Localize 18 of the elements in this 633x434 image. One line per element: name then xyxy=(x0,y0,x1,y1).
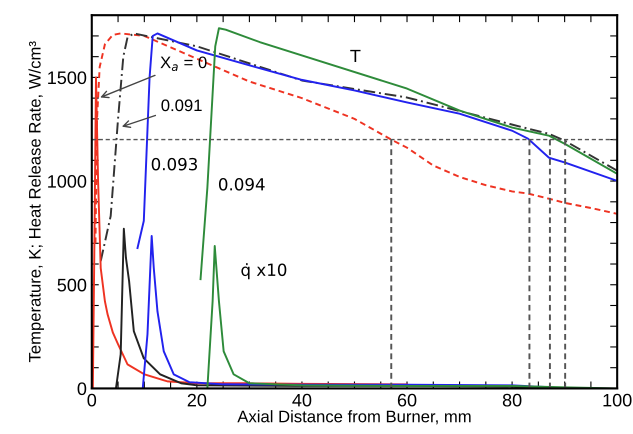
x-tick-label: 20 xyxy=(188,394,206,407)
y-tick-label: 0 xyxy=(78,382,86,396)
annotation: 0.091 xyxy=(161,99,202,112)
x-tick-label: 40 xyxy=(292,394,312,407)
annotation: 0.094 xyxy=(218,178,265,191)
y-axis-title: Temperature, K; Heat Release Rate, W/cm³ xyxy=(28,41,44,362)
annotation: q̇ x10 xyxy=(241,263,286,280)
annotation: 0.093 xyxy=(152,158,198,170)
x-tick-label: 100 xyxy=(603,394,632,407)
x-tick-label: 0 xyxy=(87,394,96,407)
y-tick-label: 500 xyxy=(58,278,86,292)
annotation: X$_{a}$ = 0 xyxy=(160,56,207,72)
x-tick-label: 60 xyxy=(398,394,416,407)
annotation: T xyxy=(350,50,361,62)
y-tick-label: 1500 xyxy=(48,71,86,84)
y-tick-label: 1000 xyxy=(48,175,86,188)
x-tick-label: 80 xyxy=(502,394,522,407)
x-axis-title: Axial Distance from Burner, mm xyxy=(237,410,471,424)
